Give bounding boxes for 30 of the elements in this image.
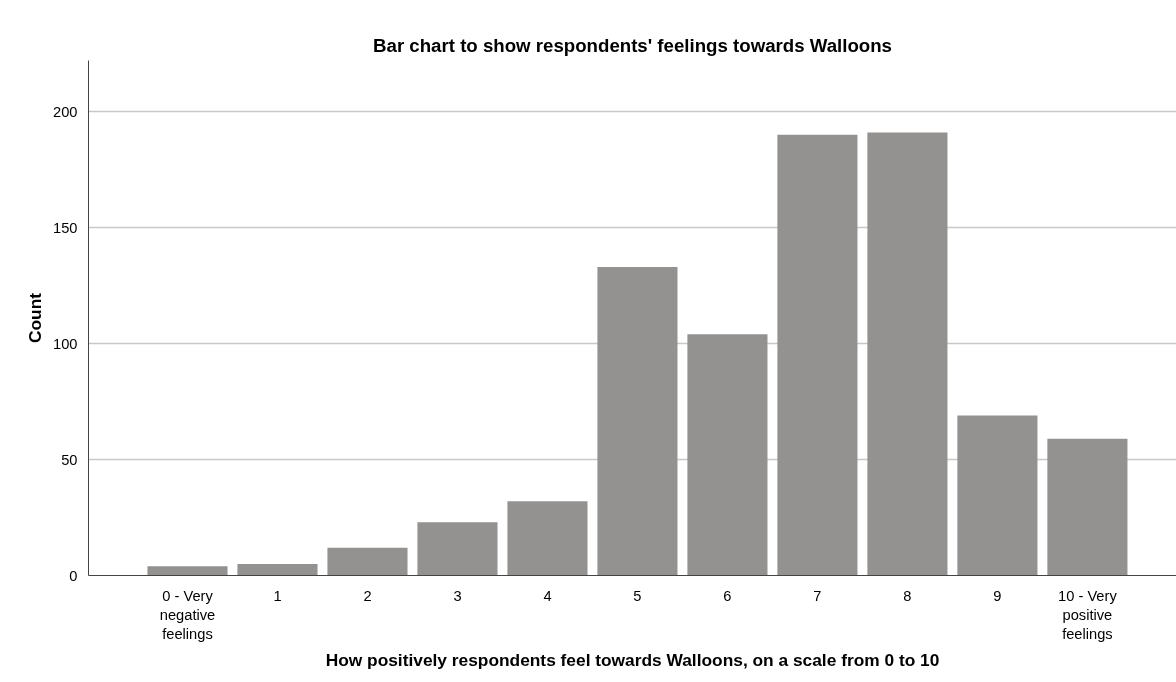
y-tick-label: 150 bbox=[53, 219, 78, 236]
bar bbox=[417, 522, 498, 576]
x-tick-label: 3 bbox=[453, 587, 462, 604]
x-tick-label: 10 - Very positive feelings bbox=[1058, 587, 1118, 642]
chart-title: Bar chart to show respondents' feelings towards Walloons bbox=[373, 34, 892, 56]
y-tick-label: 0 bbox=[69, 567, 78, 584]
bar bbox=[957, 415, 1038, 576]
bar bbox=[237, 563, 318, 576]
bar bbox=[867, 132, 948, 576]
x-tick-label: 5 bbox=[633, 587, 642, 604]
y-tick-label: 50 bbox=[61, 451, 78, 468]
x-tick-label: 2 bbox=[363, 587, 372, 604]
bar bbox=[327, 547, 408, 576]
y-axis-title: Count bbox=[25, 292, 46, 344]
x-tick-label: 0 - Very negative feelings bbox=[159, 587, 216, 642]
bar bbox=[507, 501, 588, 576]
x-tick-label: 8 bbox=[903, 587, 912, 604]
x-tick-label: 9 bbox=[993, 587, 1002, 604]
x-tick-label: 1 bbox=[273, 587, 282, 604]
x-tick-label: 4 bbox=[543, 587, 552, 604]
x-tick-label: 6 bbox=[723, 587, 732, 604]
bar bbox=[687, 334, 768, 576]
y-tick-label: 100 bbox=[53, 335, 78, 352]
x-axis-title: How positively respondents feel towards Walloons, on a scale from 0 to 10 bbox=[325, 649, 940, 670]
bar bbox=[777, 134, 858, 576]
bar bbox=[597, 266, 678, 576]
x-tick-label: 7 bbox=[813, 587, 822, 604]
bar bbox=[147, 566, 228, 576]
y-tick-label: 200 bbox=[53, 103, 78, 120]
bar bbox=[1047, 438, 1128, 576]
